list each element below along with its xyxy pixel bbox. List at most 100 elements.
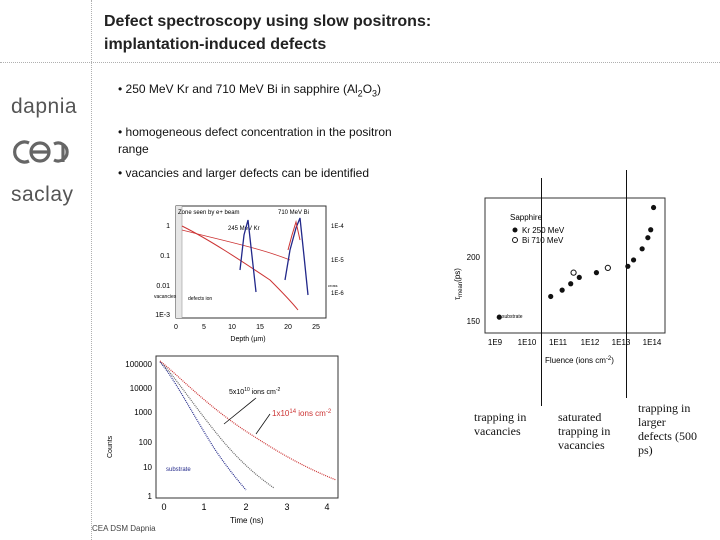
marker-line-2 — [626, 170, 627, 398]
depth-x-tick-2: 10 — [228, 324, 236, 331]
low-fluence-curve — [159, 360, 275, 489]
kr-electronic-curve — [181, 229, 291, 261]
spectra-plot-frame — [155, 355, 339, 499]
depth-y-ticks-right: 1E-4 1E-5 1E-6 — [331, 224, 344, 297]
sidebar-divider — [91, 0, 92, 540]
spectra-x-tick-2: 2 — [243, 502, 248, 512]
legend-title: Sapphire — [510, 213, 543, 222]
lifetime-fluence-chart: Sapphire Kr 250 MeV Bi 710 MeV substrate… — [453, 197, 666, 365]
spectra-y-tick-0: 100000 — [125, 360, 152, 369]
annotation-saturated: saturated trapping in vacancies — [558, 410, 611, 452]
lifetime-spectra-chart: 100000 10000 1000 100 10 1 Counts 0 1 2 … — [107, 355, 339, 525]
depth-x-tick-5: 25 — [312, 324, 320, 331]
spectra-y-tick-5: 1 — [148, 492, 153, 501]
fluence-x-tick-1: 1E10 — [518, 338, 537, 347]
annotation-vacancies: trapping in vacancies — [474, 410, 527, 438]
fluence-point-s0-2 — [559, 287, 565, 293]
depth-y2-tick-0: 1E-4 — [331, 224, 344, 230]
fluence-point-s0-1 — [548, 293, 554, 300]
spectra-x-tick-0: 0 — [161, 502, 166, 512]
zone-shading — [176, 206, 182, 318]
bullet-2: • homogeneous defect concentration in th… — [118, 125, 392, 156]
fluence-y-tick-200: 200 — [467, 253, 481, 262]
depth-y-ticks-left: 1 0.1 0.01 1E-3 — [155, 223, 170, 319]
fluence-x-tick-3: 1E12 — [581, 338, 600, 347]
small-label-left: vacancies — [154, 294, 177, 300]
low-fluence-arrow — [223, 397, 257, 425]
kr-label: 245 MeV Kr — [228, 226, 260, 232]
depth-x-tick-4: 20 — [284, 324, 292, 331]
cea-logo-icon — [13, 140, 69, 164]
logo-dapnia-text: dapnia — [11, 95, 78, 118]
fluence-plot-frame — [484, 197, 666, 334]
fluence-point-s0-3 — [568, 281, 574, 287]
fluence-points — [496, 204, 657, 320]
depth-x-ticks: 0 5 10 15 20 25 — [174, 324, 320, 331]
fluence-x-tick-0: 1E9 — [488, 338, 503, 347]
low-fluence-label: 5x1010 ions cm-2 — [229, 387, 280, 396]
depth-y2-tick-2: 1E-6 — [331, 291, 344, 297]
legend-bi-label: Bi 710 MeV — [522, 236, 564, 245]
fluence-point-s0-9 — [645, 235, 651, 241]
small-label-right: cross — [328, 283, 338, 288]
depth-profile-chart: Zone seen by e+ beam 245 MeV Kr 710 MeV … — [154, 205, 344, 343]
fluence-x-ticks: 1E9 1E10 1E11 1E12 1E13 1E14 — [488, 338, 662, 347]
fluence-point-s1-0 — [570, 269, 577, 276]
fluence-point-s0-7 — [630, 257, 637, 263]
bi-range-curve — [287, 220, 301, 251]
fluence-point-s1-1 — [604, 264, 611, 271]
depth-x-tick-1: 5 — [202, 324, 206, 331]
fluence-x-tick-5: 1E14 — [643, 338, 662, 347]
small-label-mid: defects ion — [188, 296, 212, 302]
fluence-x-tick-4: 1E13 — [612, 338, 631, 347]
legend-bi-marker — [512, 237, 518, 243]
substrate-label: substrate — [502, 314, 523, 320]
spectra-y-tick-3: 100 — [139, 438, 153, 447]
depth-y-tick-2: 0.01 — [156, 283, 170, 290]
fluence-y-tick-150: 150 — [467, 317, 481, 326]
annotation-larger-defects: trapping in larger defects (500 ps) — [638, 401, 697, 457]
spectra-y-ticks: 100000 10000 1000 100 10 1 — [125, 360, 152, 501]
bi-label: 710 MeV Bi — [278, 210, 309, 216]
depth-y-tick-1: 0.1 — [160, 253, 170, 260]
logo-saclay-text: saclay — [11, 183, 74, 206]
bullet-3: • vacancies and larger defects can be id… — [118, 166, 370, 180]
high-fluence-curve — [159, 360, 337, 481]
bi-damage-peak — [284, 217, 309, 296]
zone-label: Zone seen by e+ beam — [178, 210, 240, 216]
header-divider — [0, 62, 720, 63]
spectra-x-tick-1: 1 — [201, 502, 206, 512]
depth-y2-tick-1: 1E-5 — [331, 258, 344, 264]
fluence-y-label: τmean(ps) — [453, 268, 464, 300]
substrate-curve — [159, 361, 247, 491]
fluence-point-s0-10 — [648, 227, 654, 233]
title-line-1: Defect spectroscopy using slow positrons… — [104, 13, 432, 30]
title-line-2: implantation-induced defects — [104, 36, 327, 53]
spectra-x-tick-4: 4 — [324, 502, 329, 512]
legend-kr-marker — [512, 227, 518, 233]
page-title: Defect spectroscopy using slow positrons… — [104, 10, 704, 56]
spectra-y-label: Counts — [107, 435, 114, 458]
fluence-point-s0-4 — [576, 274, 582, 281]
depth-y-tick-3: 1E-3 — [155, 312, 170, 319]
spectra-y-tick-4: 10 — [143, 463, 152, 472]
fluence-point-s0-8 — [639, 246, 645, 252]
fluence-point-s0-11 — [650, 204, 657, 211]
fluence-x-label: Fluence (ions cm-2) — [545, 356, 614, 365]
spectra-y-tick-2: 1000 — [134, 408, 152, 417]
kr-damage-peak — [239, 219, 257, 293]
marker-line-1 — [541, 178, 542, 406]
depth-x-label: Depth (µm) — [230, 336, 265, 343]
kr-nuclear-curve — [181, 225, 299, 311]
depth-y-tick-0: 1 — [166, 223, 170, 230]
footer-text: CEA DSM Dapnia — [92, 524, 156, 533]
spectra-y-tick-1: 10000 — [130, 384, 153, 393]
legend-kr-label: Kr 250 MeV — [522, 226, 565, 235]
fluence-point-s0-0 — [496, 314, 502, 320]
fluence-x-tick-2: 1E11 — [549, 338, 568, 347]
spectra-x-ticks: 0 1 2 3 4 — [161, 502, 329, 512]
high-fluence-label: 1x1014 ions cm-2 — [272, 409, 332, 418]
high-fluence-arrow — [255, 413, 271, 435]
substrate-spectrum-label: substrate — [166, 467, 191, 473]
bullet-1: • 250 MeV Kr and 710 MeV Bi in sapphire … — [118, 82, 382, 99]
